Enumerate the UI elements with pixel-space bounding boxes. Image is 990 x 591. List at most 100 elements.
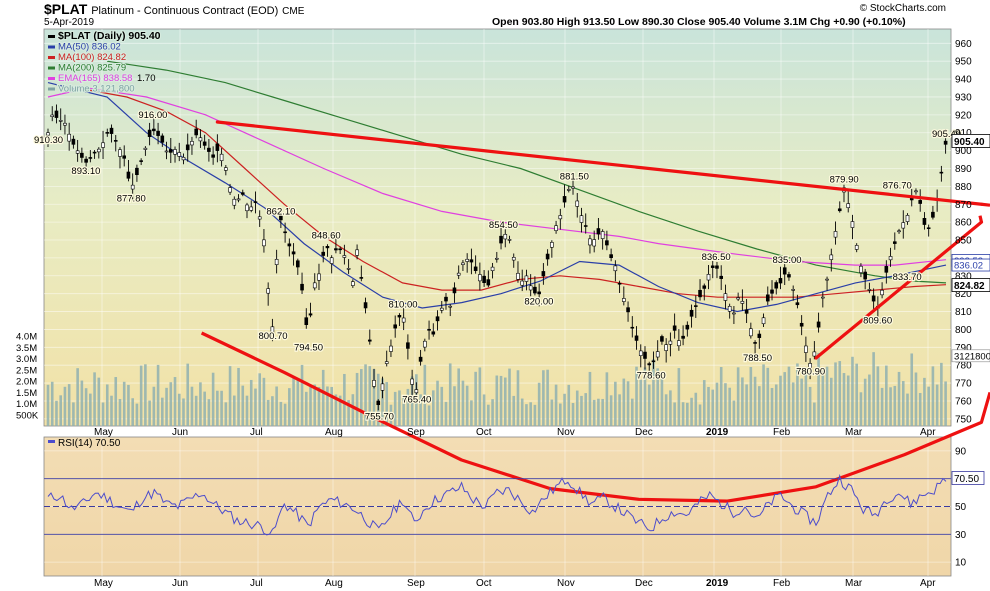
- volume-bar: [635, 366, 638, 426]
- volume-bar: [46, 384, 50, 426]
- volume-bar: [406, 388, 410, 426]
- price-bar-body: [829, 254, 834, 260]
- price-annotation: 877.80: [117, 193, 146, 204]
- volume-bar: [762, 364, 765, 426]
- price-bar-body: [770, 289, 774, 294]
- price-bar-body: [884, 266, 889, 273]
- volume-bar: [334, 394, 338, 426]
- trendline: [814, 220, 984, 360]
- volume-bar: [906, 393, 909, 426]
- price-bar-body: [732, 312, 736, 315]
- rsi-tick-label: 50: [955, 502, 967, 513]
- price-tick-label: 880: [955, 182, 972, 193]
- price-bar-body: [401, 317, 406, 323]
- legend-swatch: [48, 77, 55, 80]
- price-bar-body: [372, 380, 376, 387]
- price-annotation: 854.50: [489, 220, 518, 231]
- price-bar-body: [562, 196, 567, 203]
- price-axis: 7507607707807908008108208308408508608708…: [951, 39, 990, 425]
- price-bar-body: [177, 152, 182, 157]
- price-bar-body: [664, 344, 668, 351]
- price-bar-body: [791, 289, 795, 291]
- price-bar-body: [473, 266, 478, 271]
- price-bar-body: [156, 130, 160, 136]
- price-bar-body: [537, 291, 541, 295]
- support-extension: [978, 215, 984, 223]
- volume-bar: [165, 387, 168, 426]
- volume-bar: [808, 386, 812, 426]
- price-bar-body: [859, 265, 863, 273]
- price-annotation: 879.90: [830, 175, 859, 186]
- volume-bar: [512, 395, 516, 426]
- rsi-last-label: 70.50: [954, 474, 979, 485]
- price-tick-label: 960: [955, 39, 972, 50]
- price-annotation: 765.40: [402, 394, 431, 405]
- price-bar-body: [787, 274, 791, 278]
- price-bar-body: [211, 154, 215, 158]
- volume-bar: [317, 386, 321, 426]
- price-bar-body: [287, 243, 292, 247]
- legend-entry: $PLAT (Daily) 905.40: [58, 30, 161, 42]
- price-bar-body: [58, 120, 63, 122]
- price-bar-body: [469, 259, 474, 263]
- price-bars: [46, 104, 948, 411]
- volume-bar: [474, 371, 477, 426]
- volume-bar: [114, 377, 118, 426]
- price-bar-body: [495, 257, 499, 260]
- volume-bar: [402, 396, 405, 426]
- volume-bar: [758, 386, 761, 426]
- volume-bar: [169, 382, 173, 426]
- price-bar-body: [503, 233, 508, 240]
- legend-entry: MA(100) 824.82: [58, 52, 126, 63]
- volume-bar: [660, 378, 664, 426]
- volume-bar: [448, 363, 452, 426]
- rsi-tick-label: 10: [955, 558, 967, 569]
- volume-bar: [330, 386, 333, 426]
- volume-bar: [630, 398, 634, 426]
- ohlc-summary: Open 903.80 High 913.50 Low 890.30 Close…: [492, 16, 906, 28]
- price-bar-body: [867, 289, 872, 291]
- price-bar-body: [634, 335, 639, 341]
- price-bar-body: [135, 167, 139, 176]
- time-axis: May May Jun Jun Jul Jul Aug Aug Sep Sep Oct Oct Nov N…: [94, 427, 936, 589]
- price-tick-label: 810: [955, 307, 972, 318]
- price-tick-label: 770: [955, 379, 972, 390]
- price-bar-body: [406, 342, 410, 349]
- price-bar-body: [397, 314, 402, 318]
- price-annotation: 848.60: [312, 231, 341, 242]
- price-bar-body: [228, 187, 232, 193]
- month-label-bottom: Jun: [172, 578, 188, 589]
- price-bar-body: [168, 149, 173, 153]
- ma50-line: [47, 82, 947, 313]
- volume-bar: [224, 402, 228, 426]
- volume-bar: [80, 380, 84, 426]
- price-bar-body: [706, 274, 711, 281]
- volume-bar: [753, 376, 757, 426]
- price-bar-body: [444, 296, 448, 302]
- volume-bar: [821, 370, 825, 426]
- price-bar-body: [126, 171, 131, 179]
- price-bar-body: [622, 298, 626, 302]
- volume-bar: [863, 378, 867, 426]
- price-bar-body: [317, 273, 321, 281]
- volume-bar: [846, 375, 850, 426]
- price-bar-body: [109, 127, 114, 134]
- price-bar-body: [423, 340, 427, 348]
- month-label-top: Apr: [920, 427, 936, 438]
- price-annotation: 881.50: [560, 172, 589, 183]
- month-label-top: Oct: [476, 427, 492, 438]
- price-bar-body: [245, 204, 249, 212]
- price-bar-body: [308, 313, 313, 316]
- volume-bar: [910, 353, 914, 426]
- price-tick-label: 780: [955, 361, 972, 372]
- value-tag-label: 824.82: [954, 281, 985, 292]
- price-bar-body: [812, 351, 817, 357]
- volume-bar: [436, 380, 439, 426]
- price-bar-body: [185, 144, 190, 151]
- price-tick-label: 900: [955, 146, 972, 157]
- volume-bar: [478, 367, 482, 426]
- price-annotation: 862.10: [266, 206, 295, 217]
- price-bar-body: [376, 400, 381, 406]
- price-bar-body: [583, 225, 588, 227]
- price-bar-body: [198, 137, 203, 142]
